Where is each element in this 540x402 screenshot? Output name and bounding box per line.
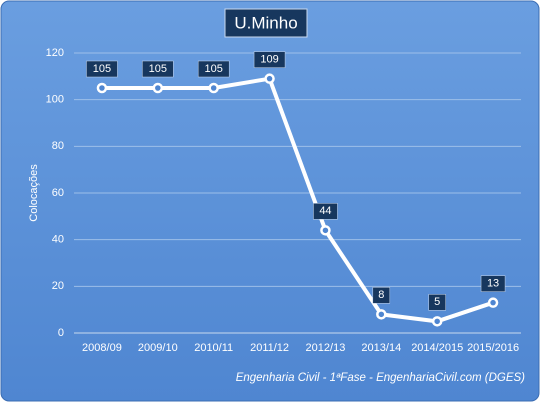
value-label: 8 [378, 289, 384, 301]
x-tick-label: 2010/11 [194, 342, 233, 354]
value-label-box [142, 60, 174, 78]
value-label: 44 [319, 205, 331, 217]
marker [96, 82, 108, 94]
marker [264, 73, 275, 84]
marker [431, 316, 443, 327]
title-box [224, 8, 308, 38]
value-label-box [253, 51, 286, 68]
value-label: 109 [260, 54, 278, 66]
x-tick-label: 2012/13 [306, 342, 346, 354]
value-label: 105 [93, 63, 111, 75]
y-tick-label: 20 [52, 280, 64, 292]
value-label-box [86, 60, 118, 78]
value-label-box [197, 60, 230, 78]
value-label: 13 [487, 278, 499, 290]
y-tick-label: 100 [46, 94, 64, 106]
marker [376, 309, 387, 320]
x-tick-label: 2011/12 [250, 342, 289, 354]
x-tick-label: 2009/10 [138, 342, 178, 354]
x-tick-label: 2015/2016 [467, 342, 519, 354]
marker [152, 82, 164, 94]
marker [208, 82, 219, 94]
value-label-box [428, 294, 446, 311]
line [101, 76, 494, 324]
value-label: 105 [149, 63, 167, 75]
footer: Engenharia Civil - 1ªFase - EngenhariaCi… [236, 372, 525, 384]
marker [320, 225, 331, 236]
value-label-box [480, 275, 506, 292]
marker [487, 297, 499, 308]
value-label-box [372, 287, 391, 304]
y-tick-label: 0 [58, 327, 64, 339]
chart-title: U.Minho [234, 13, 297, 32]
value-label-box [313, 203, 338, 220]
y-tick-label: 40 [52, 234, 64, 246]
value-label: 5 [434, 296, 440, 308]
x-tick-label: 2014/2015 [411, 342, 463, 354]
y-tick-label: 60 [52, 187, 64, 199]
value-label: 105 [205, 63, 223, 75]
x-tick-label: 2008/09 [82, 342, 122, 354]
y-tick-label: 80 [52, 140, 64, 152]
y-axis-label: Colocações [28, 164, 40, 222]
y-tick-label: 120 [46, 47, 64, 59]
x-tick-label: 2013/14 [361, 342, 401, 354]
